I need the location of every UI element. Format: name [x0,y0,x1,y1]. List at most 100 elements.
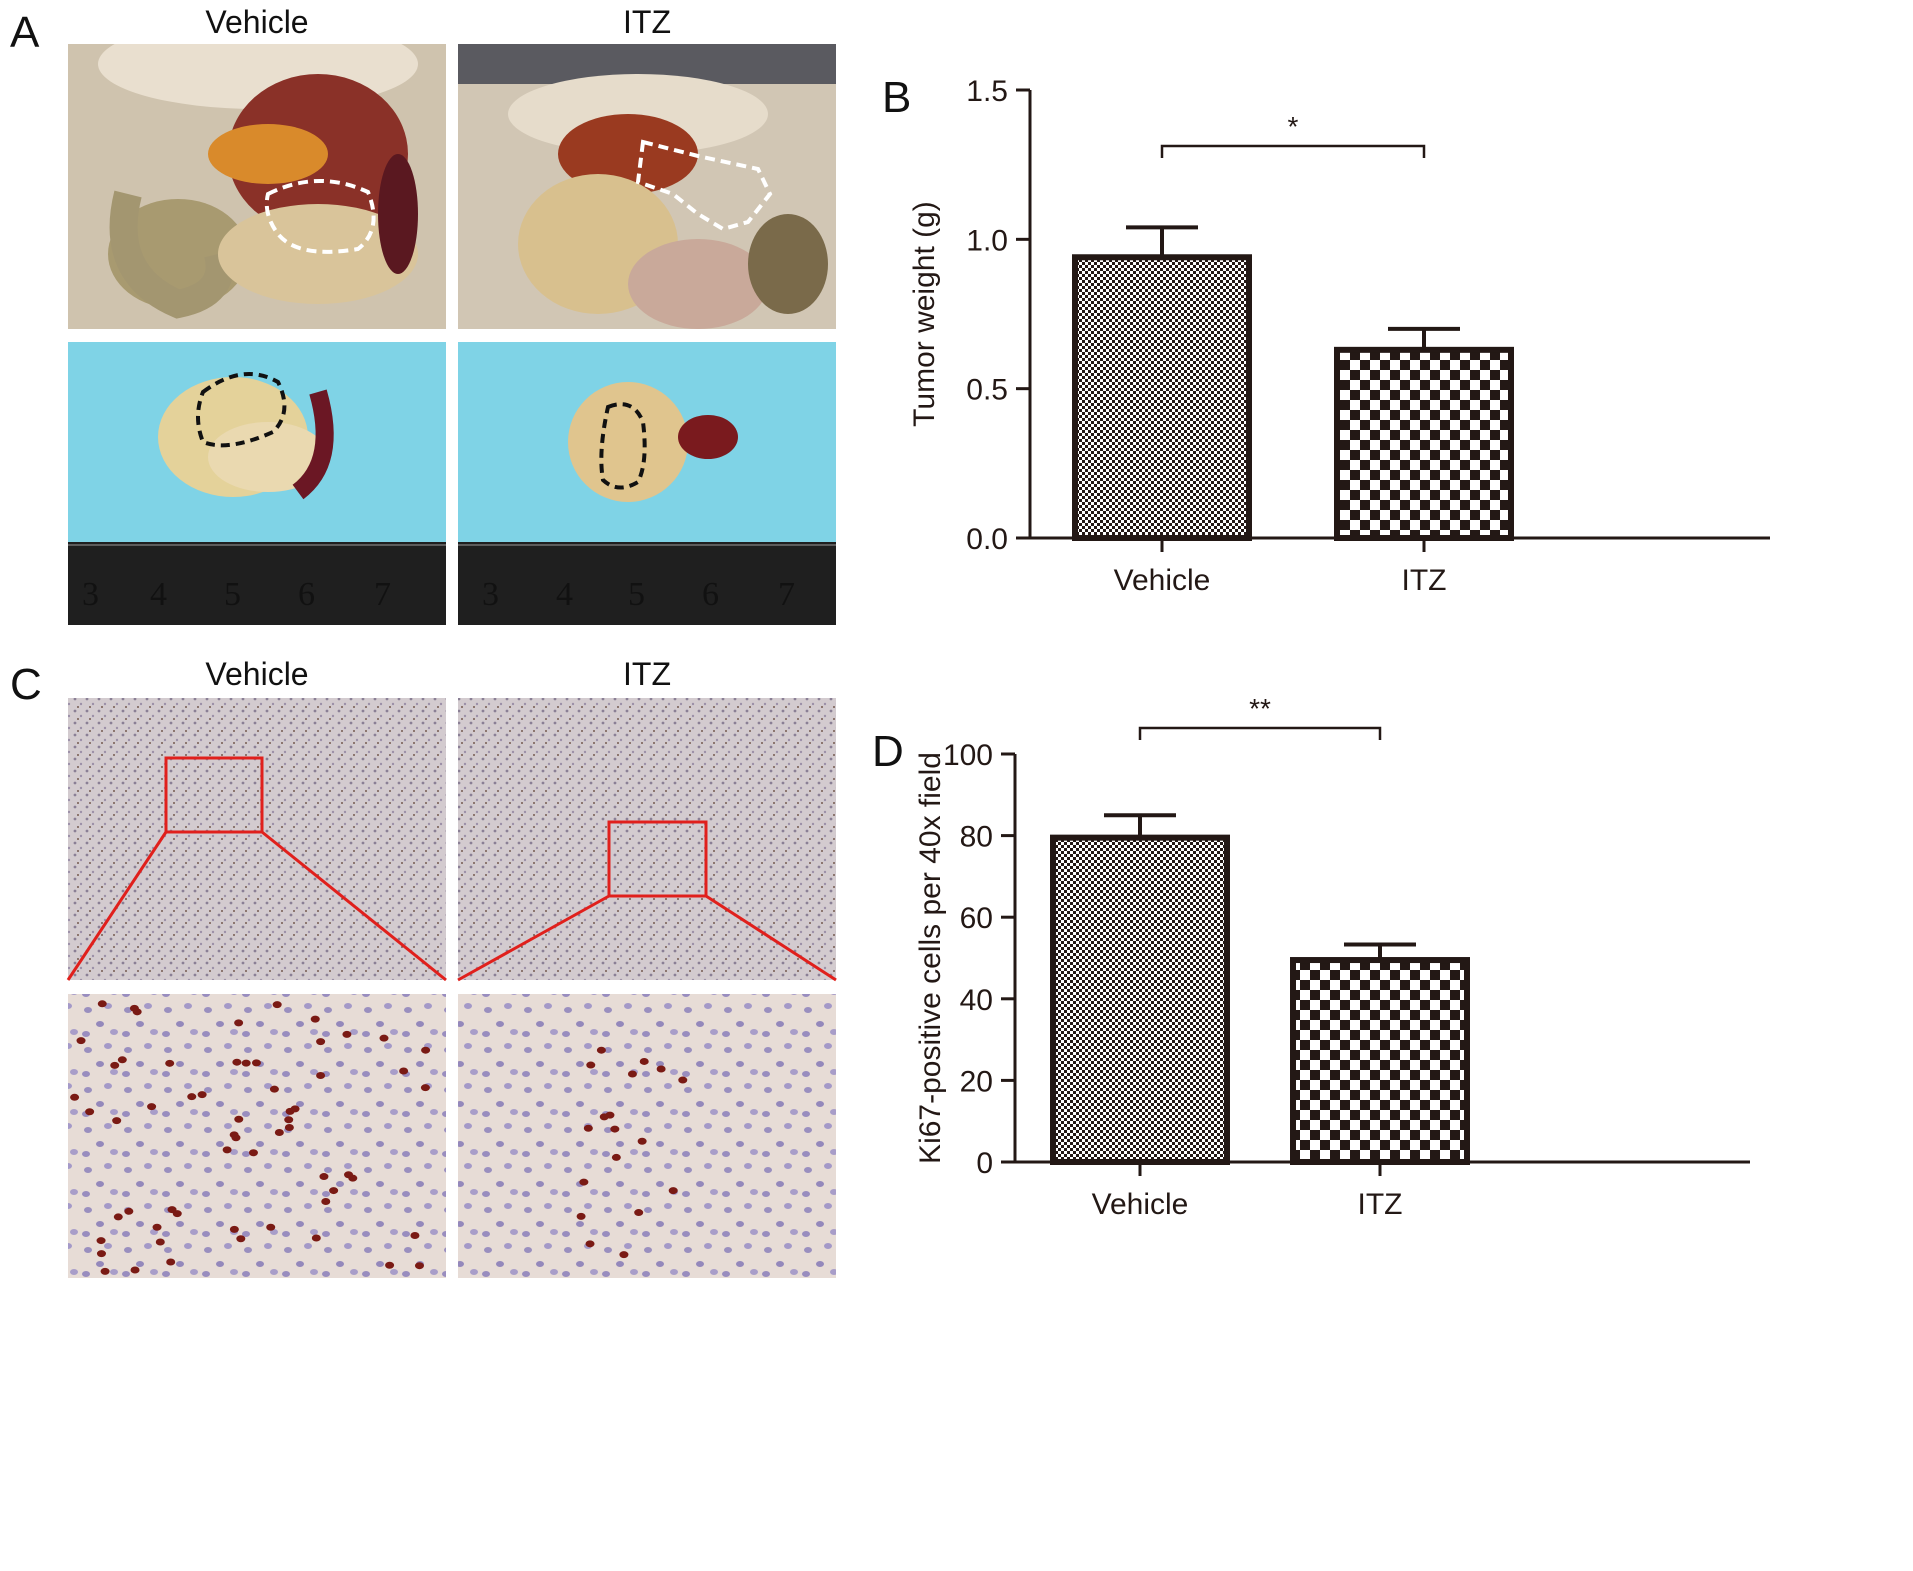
panel-c-itz-title: ITZ [623,656,671,692]
panel-letter: B [882,73,911,122]
panel-c-vehicle-title: Vehicle [205,656,309,692]
ruler-number: 6 [298,576,315,613]
ki67-nucleus [290,1105,300,1113]
ki67-nucleus [310,1015,320,1023]
y-tick-label: 60 [960,902,993,935]
panel-a-itz-title: ITZ [623,4,671,40]
ki67-nucleus [147,1103,157,1111]
ki67-nucleus [100,1267,110,1275]
ki67-nucleus [70,1093,80,1101]
ki67-nucleus [410,1231,420,1239]
ki67-nucleus [599,1113,609,1121]
ki67-nucleus [678,1076,688,1084]
ruler-number: 4 [150,576,167,613]
ki67-nucleus [579,1178,589,1186]
ki67-nucleus [274,1128,284,1136]
ki67-nucleus [232,1058,242,1066]
ki67-nucleus [668,1187,678,1195]
ruler-number: 3 [482,576,499,613]
vehicle-low-mag-image [68,698,446,980]
ruler-number: 6 [702,576,719,613]
ki67-nucleus [319,1173,329,1181]
ki67-nucleus [284,1116,294,1124]
ki67-nucleus [596,1046,606,1054]
ki67-nucleus [610,1125,620,1133]
ki67-nucleus [586,1061,596,1069]
itz-tumor-outline-top [635,139,773,232]
significance-label: * [1288,111,1299,142]
ki67-nucleus [113,1213,123,1221]
ki67-nucleus [222,1146,232,1154]
y-tick-label: 0.5 [966,374,1008,407]
itz-high-mag-image [458,994,836,1278]
ki67-nucleus [329,1187,339,1195]
ki67-nucleus [284,1123,294,1131]
ki67-nucleus [583,1124,593,1132]
y-axis-label: Tumor weight (g) [908,201,941,427]
ki67-nucleus [421,1046,431,1054]
ki67-nucleus [656,1065,666,1073]
ki67-nucleus [96,1250,106,1258]
vehicle-tumor-outline-bottom [196,372,287,448]
x-tick-label: ITZ [1358,1188,1403,1221]
chart-b: 0.0 0.5 1.0 1.5 Tumor weight (g) Vehicle ITZ * B [882,73,1770,597]
ki67-positive-nuclei [70,1000,688,1275]
ki67-nucleus [85,1108,95,1116]
vehicle-zoom-line-right [261,830,447,982]
vehicle-zoom-line-left [66,831,168,981]
vehicle-tumor-outline-top [264,179,376,254]
ki67-nucleus [236,1235,246,1243]
y-tick-label: 80 [960,821,993,854]
panel-letter-c: C [10,660,42,709]
ki67-nucleus [639,1057,649,1065]
ki67-nucleus [342,1030,352,1038]
ki67-nucleus [576,1212,586,1220]
y-tick-label: 1.5 [966,75,1008,108]
ki67-nucleus [634,1209,644,1217]
ki67-nucleus [321,1197,331,1205]
y-tick-label: 0.0 [966,523,1008,556]
ki67-nucleus [197,1091,207,1099]
ki67-nucleus [385,1261,395,1269]
ki67-nucleus [251,1059,261,1067]
ki67-nucleus [152,1223,162,1231]
itz-zoom-line-left [457,894,610,982]
ki67-nucleus [129,1004,139,1012]
ki67-nucleus [248,1149,258,1157]
panel-a-vehicle-abdomen-photo [68,44,446,329]
ki67-nucleus [234,1115,244,1123]
itz-zoom-box [607,820,708,898]
itz-zoom-line-right [705,894,837,982]
ki67-nucleus [585,1240,595,1248]
panel-letter-a: A [10,8,40,57]
ki67-nucleus [187,1093,197,1101]
ki67-nucleus [229,1131,239,1139]
ki67-nucleus [167,1206,177,1214]
ki67-nucleus [112,1117,122,1125]
y-tick-label: 40 [960,984,993,1017]
significance-label: ** [1249,693,1271,724]
x-tick-label: ITZ [1402,564,1447,597]
itz-tumor-outline-bottom [599,402,647,490]
panel-c-histology [66,698,837,1278]
panel-a-vehicle-excised-photo: 3 4 5 6 7 [68,342,446,625]
ki67-nucleus [229,1225,239,1233]
vehicle-ruler [68,542,446,625]
ki67-nucleus [76,1037,86,1045]
ki67-nucleus [110,1061,120,1069]
ki67-nucleus [97,1000,107,1008]
x-tick-label: Vehicle [1114,564,1211,597]
ki67-nucleus [619,1251,629,1259]
panel-a-itz-abdomen-photo [458,44,836,329]
y-axis-label: Ki67-positive cells per 40x field [914,752,947,1164]
ki67-nucleus [316,1072,326,1080]
itz-ruler [458,542,836,625]
ruler-number: 5 [224,576,241,613]
bar-vehicle [1050,834,1230,1165]
ki67-nucleus [272,1001,282,1009]
ruler-number: 3 [82,576,99,613]
ki67-nucleus [117,1056,127,1064]
bar-itz [1334,346,1514,541]
ki67-nucleus [124,1207,134,1215]
